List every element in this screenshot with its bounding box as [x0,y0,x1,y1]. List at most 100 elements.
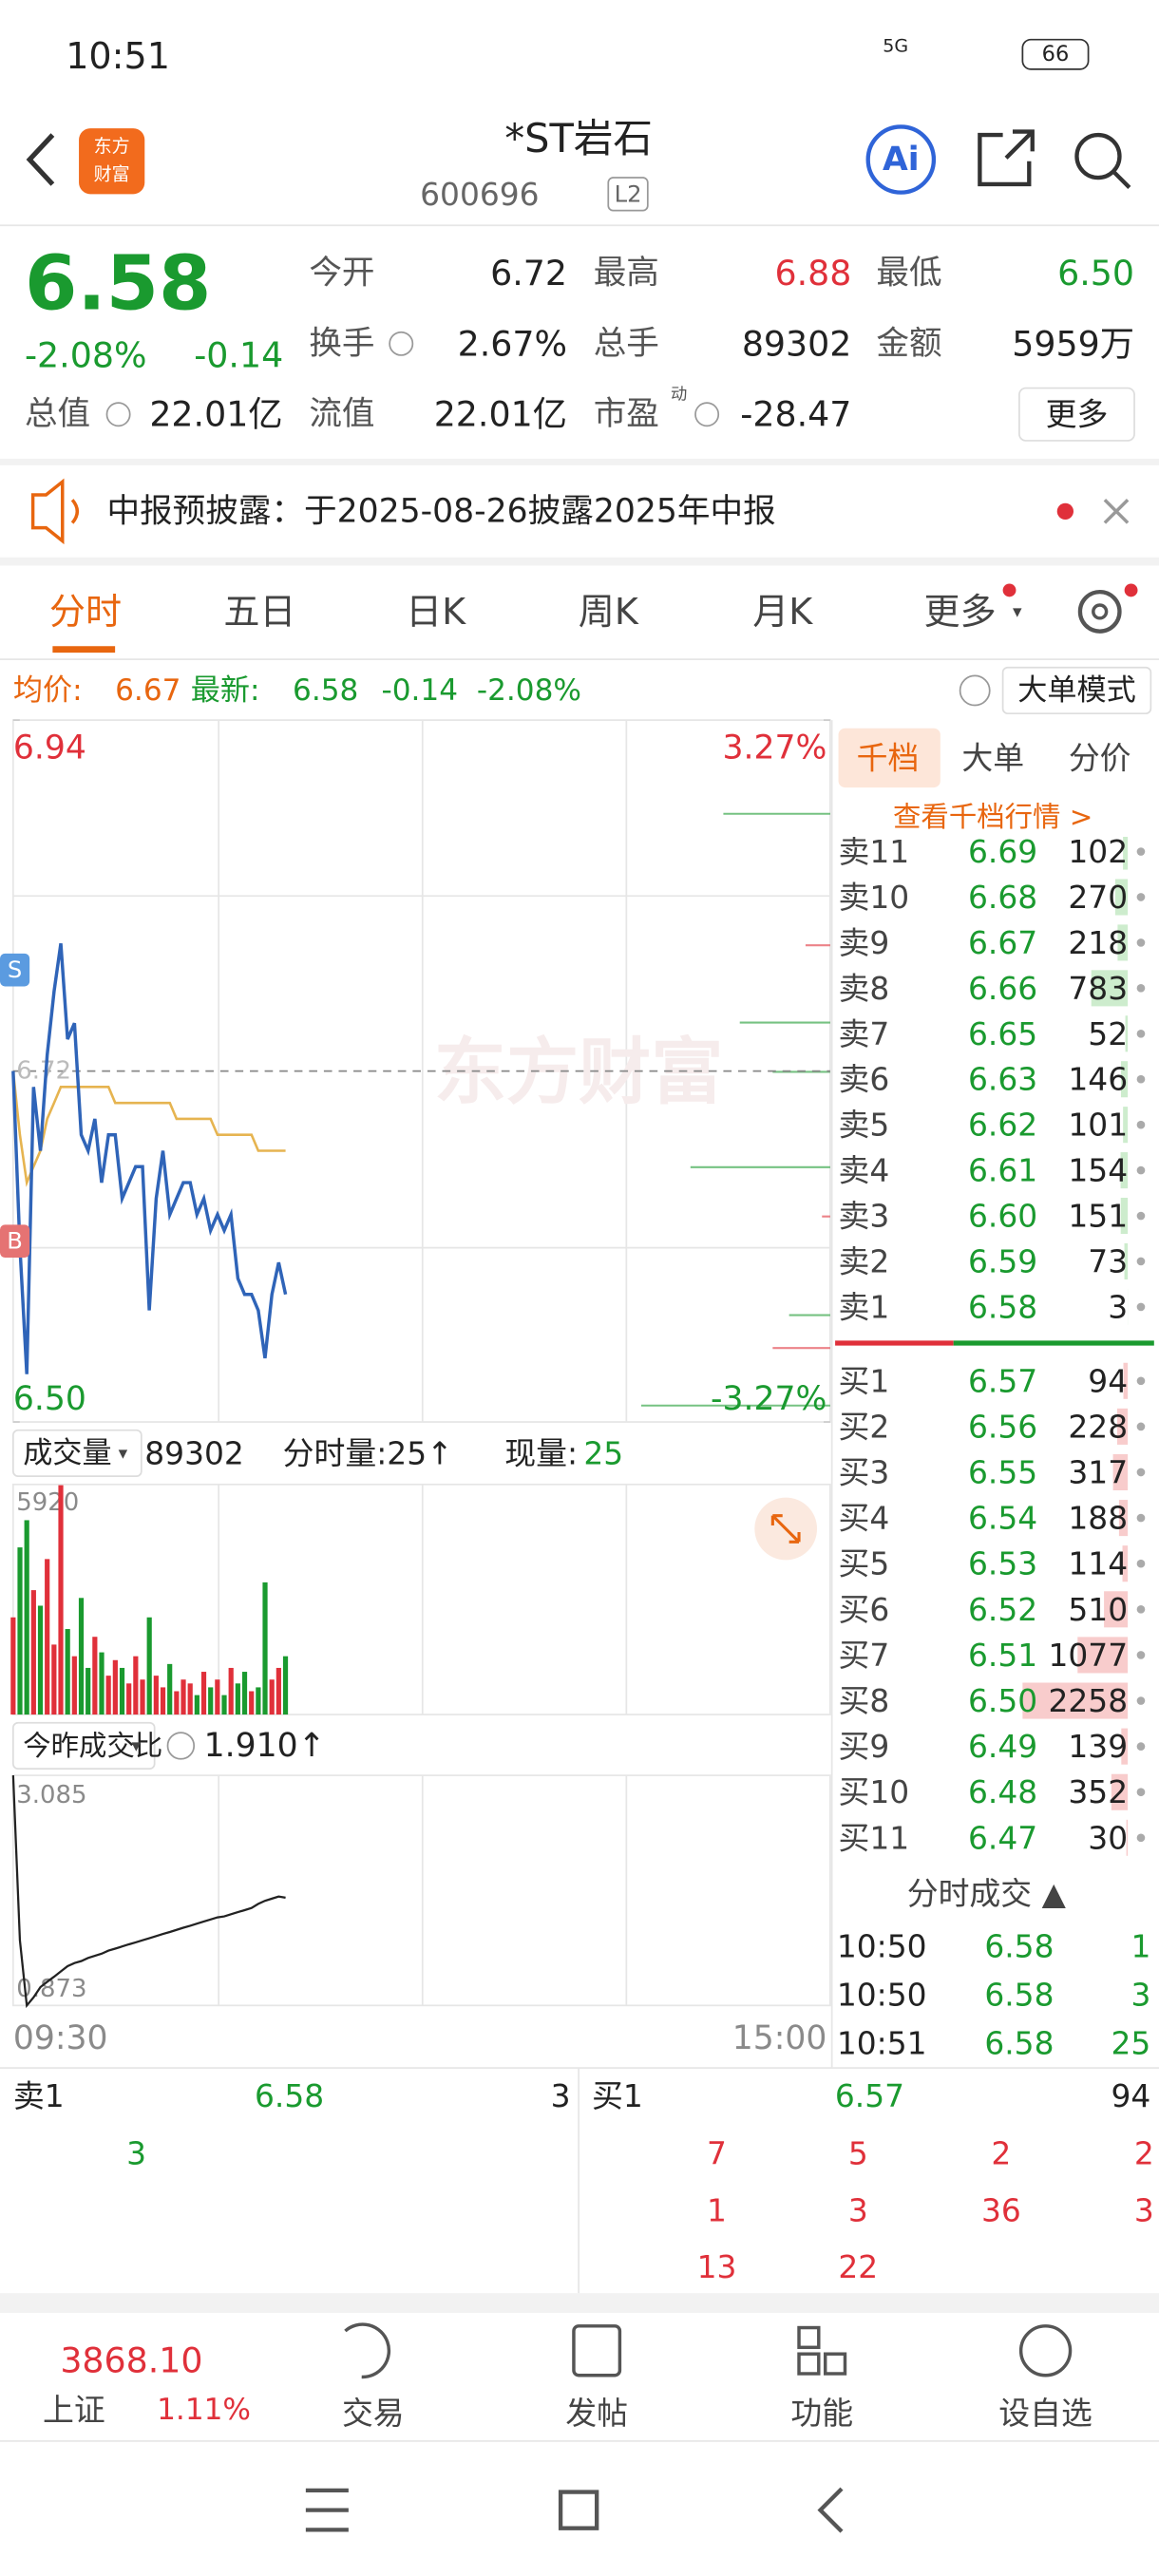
book-price: 6.53 [968,1545,1037,1582]
bid-order: 3 [848,2191,868,2228]
book-dot [1136,1788,1146,1797]
book-link[interactable]: 查看千档行情 > [893,801,1092,833]
volume-bar [51,1644,57,1715]
book-tab[interactable]: 大单 [961,739,1024,776]
volume-bar [241,1672,248,1715]
trade-price: 6.58 [984,1928,1054,1965]
bid-order: 5 [848,2135,868,2172]
trades-title[interactable]: 分时成交 ▲ [907,1875,1067,1912]
ratio-value: 1.910↑ [204,1727,326,1765]
book-price: 6.50 [968,1682,1037,1719]
depth-bar [1118,1500,1129,1537]
book-dot [1136,1833,1146,1843]
info-icon [694,402,720,427]
volume-bar [167,1663,173,1715]
nav-item[interactable]: 功能 [790,2395,853,2432]
info-icon [105,402,131,427]
field-value: 6.72 [490,253,567,294]
current-volume: 25 [583,1434,623,1471]
book-price: 6.65 [968,1015,1037,1052]
book-level: 买4 [839,1500,890,1537]
volume-bar [86,1667,91,1715]
book-level: 买9 [839,1728,890,1765]
index-value[interactable]: 3868.10 [60,2340,202,2381]
book-price: 6.47 [968,1819,1037,1856]
battery: 66 [1042,42,1070,66]
book-dot [1136,1165,1146,1175]
book-dot [1136,1513,1146,1523]
book-tab[interactable]: 千档 [857,739,920,776]
volume-bar [10,1617,16,1715]
volume-bar [174,1691,180,1715]
book-volume: 102 [1068,833,1128,870]
book-volume: 73 [1088,1242,1128,1279]
book-volume: 2258 [1048,1682,1128,1719]
book-volume: 139 [1068,1728,1128,1765]
book-price: 6.60 [968,1198,1037,1235]
book-tab[interactable]: 分价 [1069,739,1131,776]
current-label: 现量: [504,1434,578,1471]
book-dot [1136,893,1146,901]
book-level: 卖1 [839,1288,890,1325]
tab[interactable]: 五日 [223,591,295,633]
y-tick-label: 6.94 [13,729,86,767]
volume-bar [269,1679,275,1715]
field-label: 总手 [594,325,659,363]
book-dot [1136,847,1146,856]
pe-note: 动 [671,385,687,404]
book-level: 买7 [839,1637,890,1674]
book-dot [1136,1120,1146,1129]
volume-bar [146,1617,152,1715]
tab[interactable]: 更多 [924,591,997,633]
book-volume: 317 [1068,1453,1128,1490]
book-level: 卖9 [839,924,890,961]
book-level: 买2 [839,1408,890,1445]
volume-bar [200,1672,207,1715]
book-volume: 783 [1068,970,1128,1007]
nav-item[interactable]: 交易 [342,2395,405,2432]
status-time: 10:51 [66,35,170,77]
book-level: 卖2 [839,1242,890,1279]
mode-button[interactable]: 大单模式 [1017,673,1136,708]
stock-name: *ST岩石 [504,115,653,161]
tab[interactable]: 月K [752,591,813,633]
volume-bar [71,1656,77,1715]
trade-time: 10:51 [837,2025,927,2062]
book-level: 卖6 [839,1061,890,1098]
field-label: 今开 [309,254,374,292]
tab[interactable]: 分时 [49,591,122,633]
nav-item[interactable]: 发帖 [565,2395,628,2432]
notice: 中报预披露：于2025-08-26披露2025年中报 [106,492,775,530]
trade-volume: 1 [1130,1928,1150,1965]
book-price: 6.52 [968,1591,1037,1628]
book-dot [1136,1742,1146,1751]
volume-bar [17,1547,23,1715]
ask-volume: 3 [551,2077,571,2114]
book-dot [1136,1074,1146,1084]
tab[interactable]: 周K [579,591,639,633]
bid-order: 13 [697,2248,737,2285]
book-level: 卖3 [839,1198,890,1235]
book-price: 6.69 [968,833,1037,870]
index-name: 上证 [43,2392,105,2429]
tab[interactable]: 日K [406,591,466,633]
volume-bar [180,1679,186,1715]
avg: 6.67 [115,673,180,708]
book-dot [1136,1029,1146,1038]
ai-button[interactable]: Ai [883,141,920,179]
field-value: -28.47 [740,394,851,435]
ratio-label[interactable]: 今昨成交比 [23,1730,162,1762]
volume-label[interactable]: 成交量 [23,1436,111,1470]
nav-item[interactable]: 设自选 [998,2395,1092,2432]
more-button[interactable]: 更多 [1046,396,1109,433]
x-tick-label: 09:30 [13,2019,108,2057]
ask-order: 3 [126,2135,146,2172]
marker [0,953,30,987]
volume-bar [58,1485,64,1715]
field-value: 22.01亿 [434,394,567,435]
decor [0,124,1159,2576]
latest-label: 最新: [191,673,260,708]
bid-order: 2 [991,2135,1011,2172]
book-level: 买1 [839,1362,890,1399]
